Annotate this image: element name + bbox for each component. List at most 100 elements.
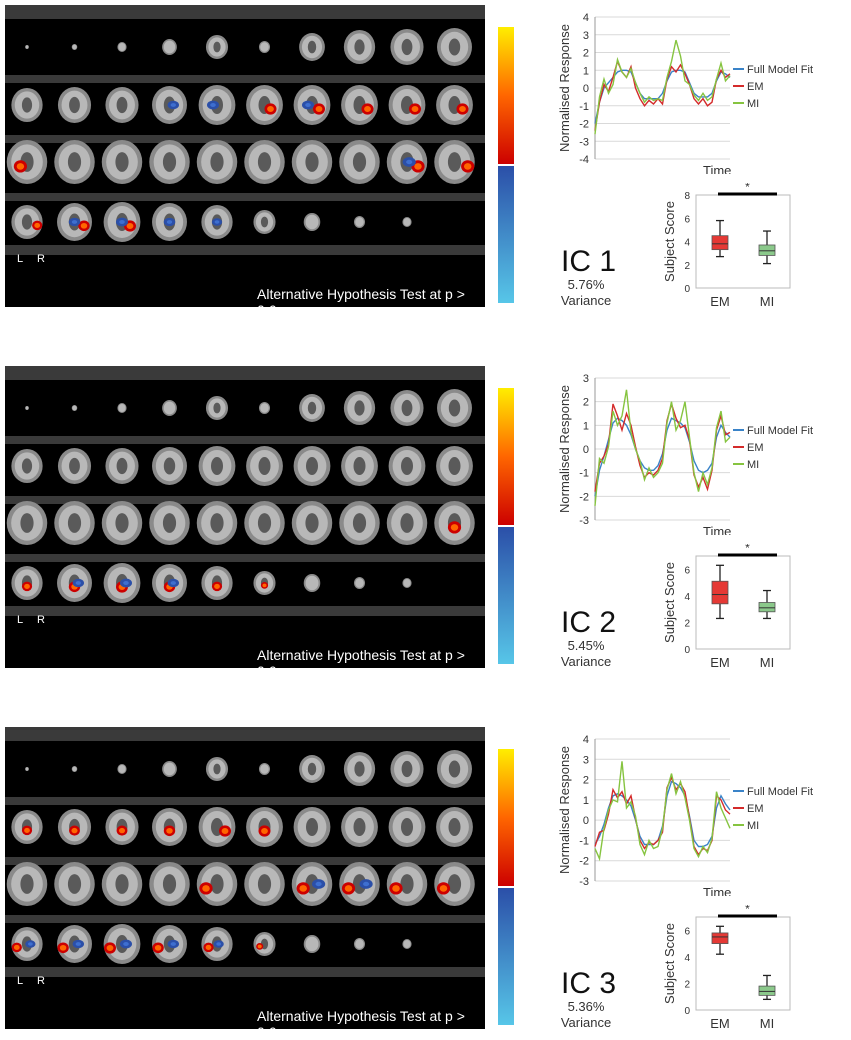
series-line-full-model-fit — [594, 780, 731, 848]
colorbar — [498, 388, 514, 664]
colorbar-neg-max-label: -4.6 — [518, 283, 541, 298]
y-tick-label: 0 — [583, 815, 589, 827]
colorbar-neg-max-label: -5.8 — [518, 1005, 541, 1020]
alternative-hypothesis-label: Alternative Hypothesis Test at p > 0.6 — [257, 286, 465, 318]
x-axis-label: Time — [703, 524, 731, 535]
legend-label: Full Model Fit — [747, 425, 813, 437]
colorbar — [498, 27, 514, 303]
y-axis-label: Normalised Response — [557, 746, 572, 874]
box-em — [711, 235, 729, 251]
series-line-em — [594, 775, 731, 856]
variance-percent: 5.45% — [567, 638, 605, 653]
brain-slice-montage: 5.3 2.4 -2.7 -4.6 L R Alternative Hypoth… — [5, 5, 540, 318]
y-tick-label: -1 — [579, 835, 589, 847]
y-tick-label: 4 — [583, 734, 589, 746]
box-y-tick-label: 2 — [684, 618, 690, 629]
left-marker: L — [17, 253, 24, 265]
box-category-label: EM — [710, 1016, 730, 1031]
ic-panel-1: 5.3 2.4 -2.7 -4.6 L R Alternative Hypoth… — [0, 5, 851, 318]
colorbar-pos-max-label: 15 — [518, 751, 533, 766]
box-y-tick-label: 4 — [684, 592, 690, 603]
box-y-tick-label: 2 — [684, 979, 690, 990]
colorbar-neg-min-label: -2.7 — [518, 164, 541, 179]
right-marker: R — [37, 253, 45, 265]
box-category-label: MI — [760, 1016, 774, 1031]
legend-label: MI — [747, 820, 759, 832]
y-tick-label: 2 — [583, 775, 589, 787]
box-category-label: EM — [710, 655, 730, 670]
alternative-hypothesis-label: Alternative Hypothesis Test at p > 0.6 — [257, 1008, 465, 1040]
y-tick-label: -2 — [579, 119, 589, 131]
y-tick-label: 2 — [583, 397, 589, 409]
y-axis-label: Normalised Response — [557, 385, 572, 513]
box-mi — [758, 602, 776, 613]
series-line-mi — [594, 389, 731, 506]
response-line-chart: -4 -3 -2 -1 0 1 2 3 4 Normalised Response Time Full… — [557, 12, 813, 174]
box-y-tick-label: 0 — [684, 1006, 690, 1017]
legend-label: EM — [747, 442, 764, 454]
ic-title: IC 2 — [561, 606, 617, 639]
box-mi — [758, 985, 776, 996]
box-y-tick-label: 4 — [684, 953, 690, 964]
series-line-mi — [594, 39, 731, 135]
legend-label: EM — [747, 81, 764, 93]
y-tick-label: 3 — [583, 373, 589, 385]
box-y-axis-label: Subject Score — [662, 562, 677, 643]
y-tick-label: 3 — [583, 754, 589, 766]
y-tick-label: 4 — [583, 12, 589, 24]
brain-slices-image — [5, 366, 485, 616]
y-tick-label: 0 — [583, 83, 589, 95]
variance-word: Variance — [560, 293, 612, 308]
variance-word: Variance — [560, 654, 612, 669]
y-tick-label: -1 — [579, 101, 589, 113]
y-tick-label: -4 — [579, 154, 589, 166]
ic-panel-2: 7.3 3.2 -3.3 -4.4 L R Alternative Hypoth… — [0, 366, 851, 679]
box-y-tick-label: 2 — [684, 261, 690, 272]
y-tick-label: -1 — [579, 468, 589, 480]
subject-score-boxplot: 0 2 4 6 8 Subject Score EM MI * — [662, 183, 791, 309]
y-tick-label: 3 — [583, 30, 589, 42]
y-tick-label: -3 — [579, 136, 589, 148]
legend-label: MI — [747, 98, 759, 110]
alternative-hypothesis-label: Alternative Hypothesis Test at p > 0.6 — [257, 647, 465, 679]
significance-star: * — [745, 905, 750, 916]
variance-percent: 5.36% — [567, 999, 605, 1014]
box-category-label: MI — [760, 655, 774, 670]
box-y-axis-label: Subject Score — [662, 923, 677, 1004]
y-tick-label: 1 — [583, 65, 589, 77]
significance-star: * — [745, 544, 750, 555]
variance-word: Variance — [560, 1015, 612, 1030]
ic-title: IC 1 — [561, 245, 617, 278]
brain-slice-montage: 7.3 3.2 -3.3 -4.4 L R Alternative Hypoth… — [5, 366, 540, 679]
variance-percent: 5.76% — [567, 277, 605, 292]
colorbar-pos-max-label: 7.3 — [518, 390, 537, 405]
box-y-tick-label: 0 — [684, 645, 690, 656]
box-y-tick-label: 6 — [684, 926, 690, 937]
right-marker: R — [37, 614, 45, 626]
box-y-tick-label: 8 — [684, 191, 690, 202]
left-marker: L — [17, 975, 24, 987]
significance-star: * — [745, 183, 750, 194]
legend-label: EM — [747, 803, 764, 815]
ic-panel-3: 15 3.0 -2.9 -5.8 L R Alternative Hypothe… — [0, 727, 851, 1040]
colorbar-neg-min-label: -3.3 — [518, 525, 541, 540]
y-axis-label: Normalised Response — [557, 24, 572, 152]
y-tick-label: -2 — [579, 856, 589, 868]
x-axis-label: Time — [703, 163, 731, 174]
box-y-tick-label: 4 — [684, 238, 690, 249]
y-tick-label: -3 — [579, 876, 589, 888]
left-marker: L — [17, 614, 24, 626]
right-marker: R — [37, 975, 45, 987]
x-axis-label: Time — [703, 885, 731, 896]
box-em — [711, 580, 729, 605]
box-y-axis-label: Subject Score — [662, 201, 677, 282]
brain-slices-image — [5, 5, 485, 255]
y-tick-label: 0 — [583, 444, 589, 456]
box-y-tick-label: 0 — [684, 284, 690, 295]
y-tick-label: -3 — [579, 515, 589, 527]
legend-label: Full Model Fit — [747, 786, 813, 798]
ic-title: IC 3 — [561, 967, 617, 1000]
colorbar-pos-min-label: 3.2 — [518, 508, 537, 523]
response-line-chart: -3 -2 -1 0 1 2 3 Normalised Response Time Full Mo… — [557, 373, 813, 535]
colorbar — [498, 749, 514, 1025]
